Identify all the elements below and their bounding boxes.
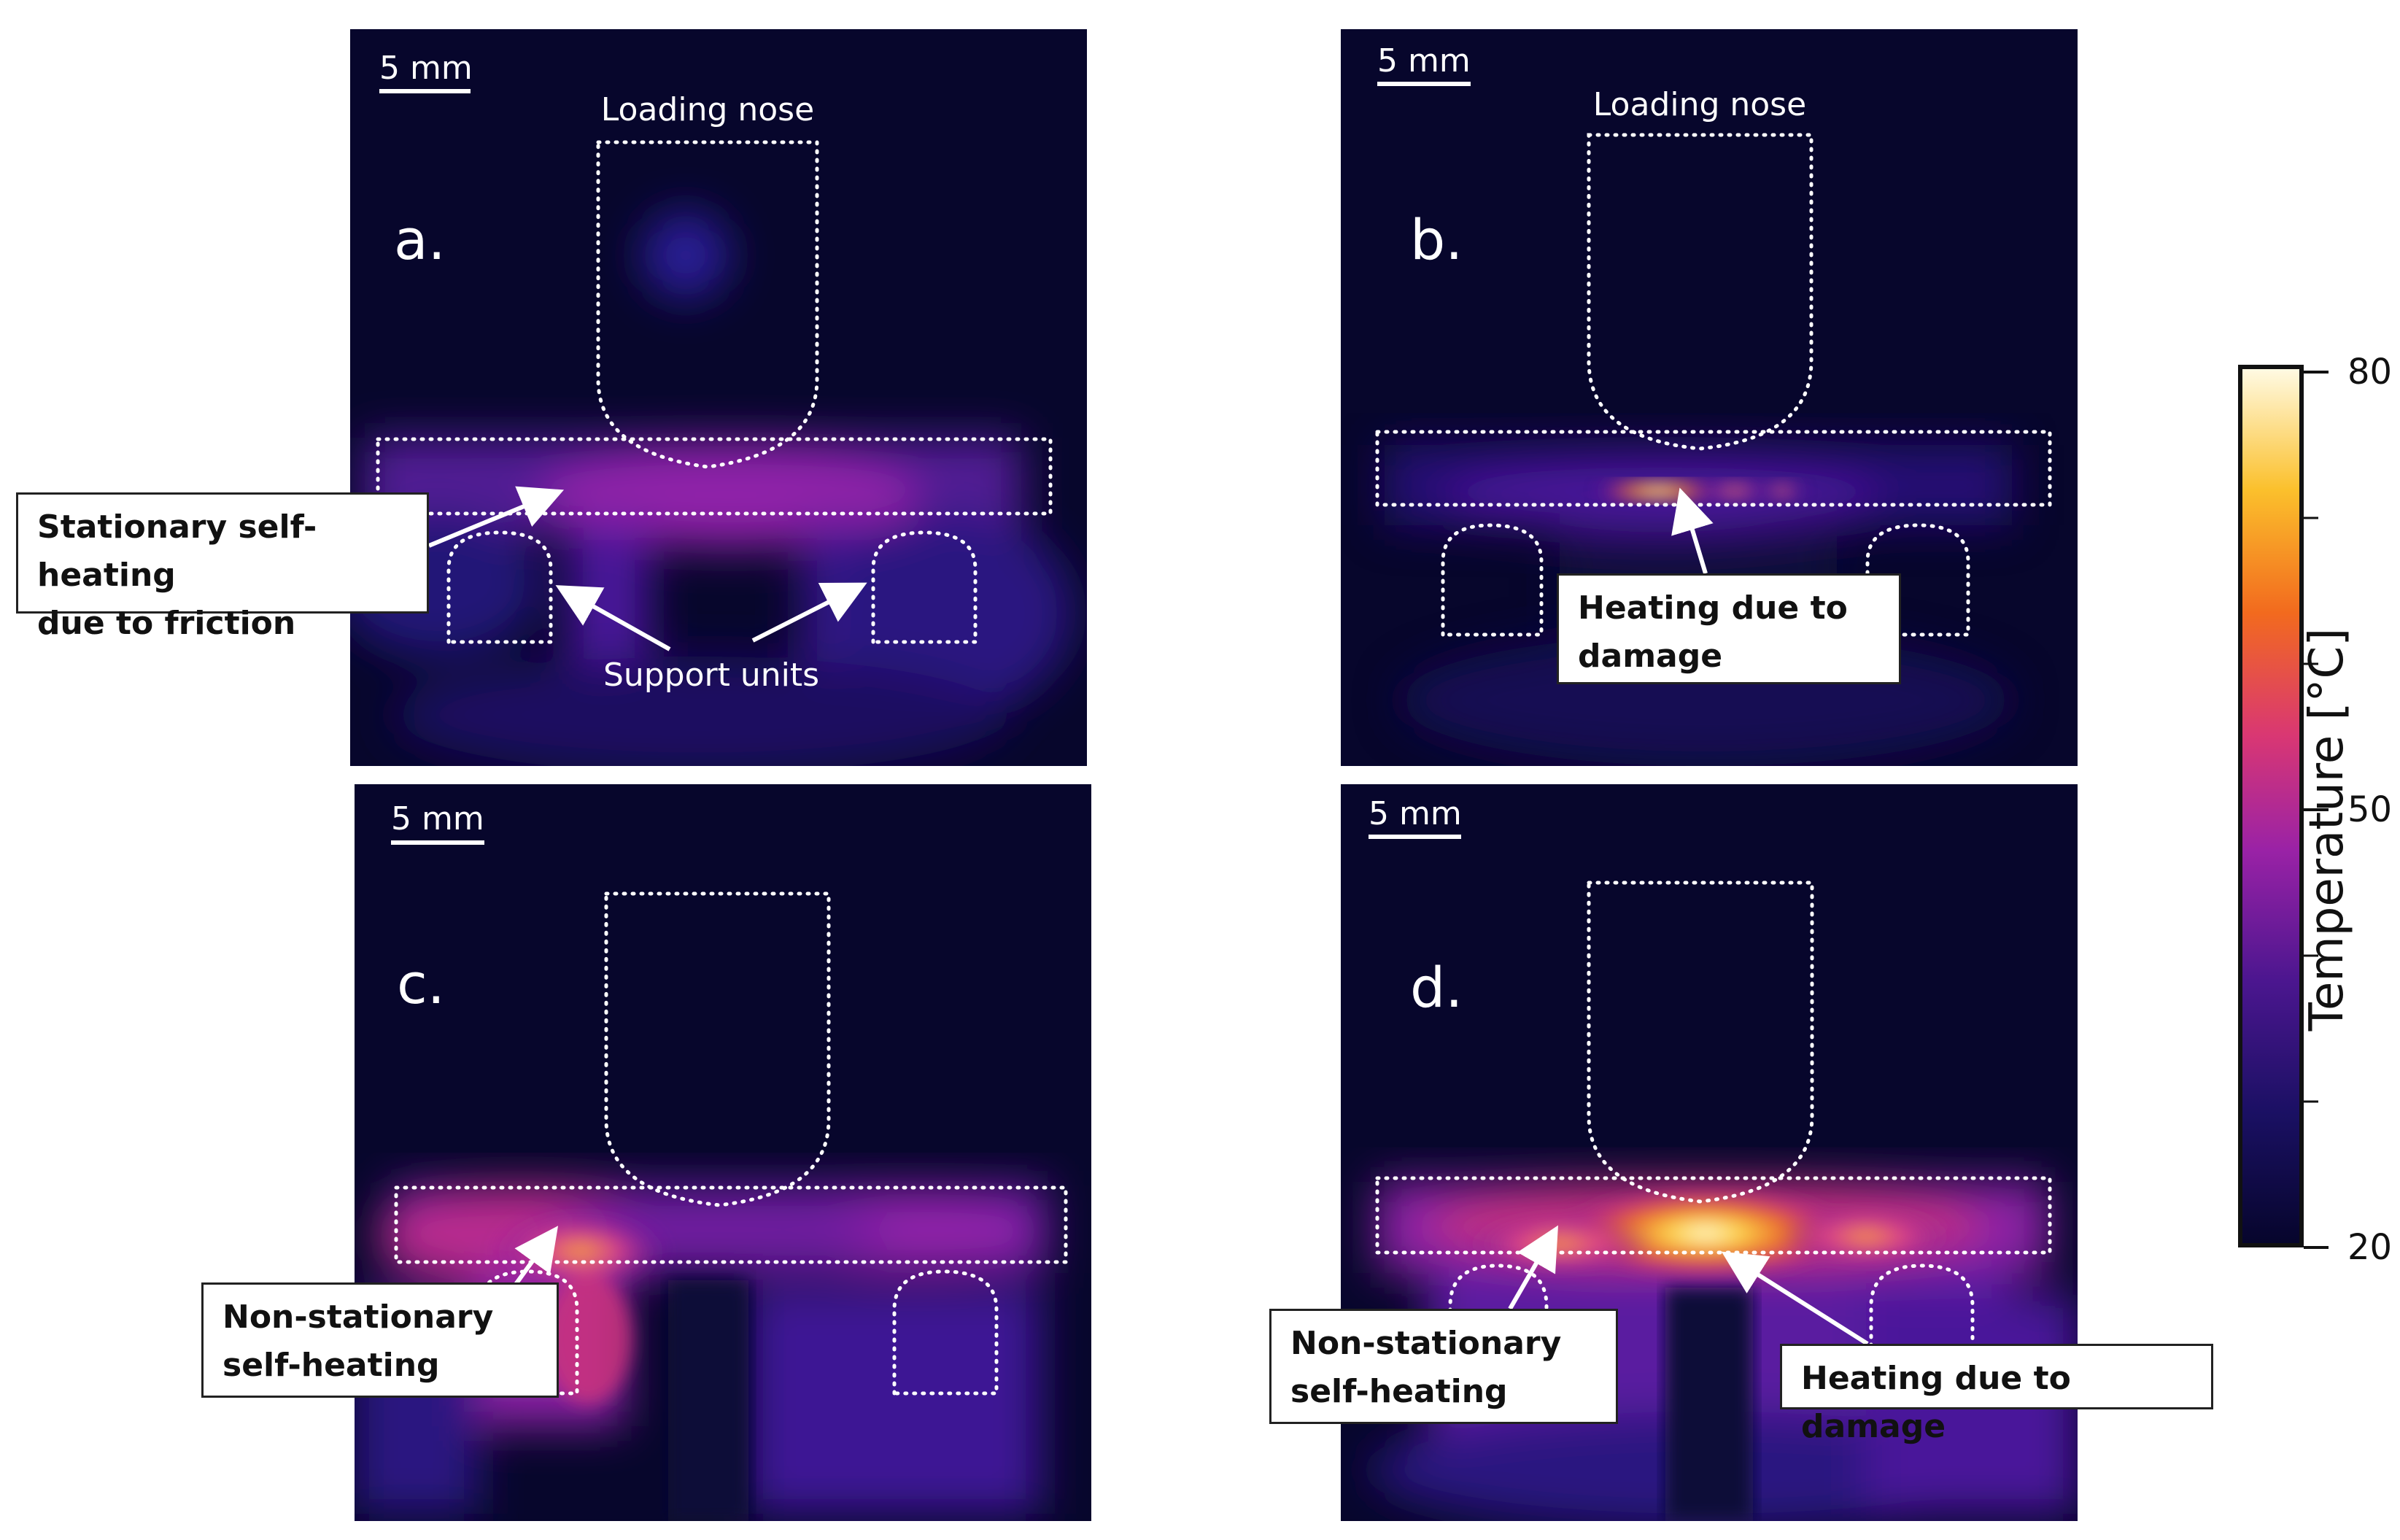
loading-nose-outline xyxy=(596,140,819,469)
scale-bar-label: 5 mm xyxy=(1377,42,1471,80)
scale-bar-label: 5 mm xyxy=(1369,795,1462,832)
right-support-outline xyxy=(871,530,978,644)
colorbar-ticks xyxy=(2304,371,2329,1249)
panel-label: a. xyxy=(394,207,446,272)
callout-stationary-self-heating: Stationary self-heating due to friction xyxy=(16,492,429,642)
thermal-panel-a: 5 mm a. Loading nose Support units xyxy=(350,29,1087,766)
specimen-outline xyxy=(1375,430,2052,507)
scale-bar-label: 5 mm xyxy=(379,50,473,87)
loading-nose-outline xyxy=(604,891,831,1207)
callout-heating-due-to-damage-d: Heating due to damage xyxy=(1780,1344,2213,1445)
callout-non-stationary-self-heating-d: Non-stationary self-heating xyxy=(1269,1309,1618,1424)
specimen-outline xyxy=(376,437,1053,516)
loading-nose-label: Loading nose xyxy=(601,91,814,128)
right-support-outline xyxy=(1865,523,1970,637)
left-support-outline xyxy=(446,530,553,644)
loading-nose-outline xyxy=(1587,881,1814,1204)
temperature-colorbar xyxy=(2238,365,2304,1247)
loading-nose-label: Loading nose xyxy=(1593,86,1806,123)
thermal-panel-c: 5 mm c. xyxy=(355,784,1091,1521)
loading-nose-outline xyxy=(1587,133,1813,451)
left-support-outline xyxy=(1441,523,1544,637)
right-support-outline xyxy=(892,1269,999,1396)
colorbar-tick-50: 50 xyxy=(2347,789,2393,830)
colorbar-tick-80: 80 xyxy=(2347,352,2393,392)
panel-label: c. xyxy=(397,951,445,1016)
colorbar-title: Temperature [°C] xyxy=(2300,627,2354,1032)
right-support-outline xyxy=(1869,1264,1975,1392)
specimen-outline xyxy=(394,1185,1068,1264)
support-units-label: Support units xyxy=(603,657,819,694)
panel-label: d. xyxy=(1410,955,1463,1020)
scale-bar-label: 5 mm xyxy=(391,800,484,837)
callout-non-stationary-self-heating: Non-stationary self-heating xyxy=(201,1282,559,1398)
specimen-outline xyxy=(1375,1176,2052,1255)
colorbar-tick-20: 20 xyxy=(2347,1227,2393,1268)
callout-heating-due-to-damage: Heating due to damage xyxy=(1557,573,1901,684)
panel-label: b. xyxy=(1410,207,1463,272)
